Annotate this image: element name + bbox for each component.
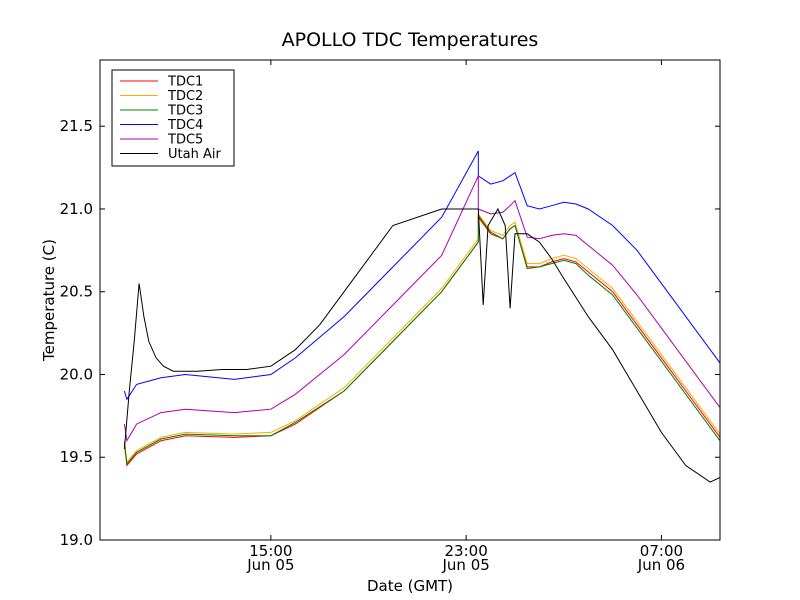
y-tick-label: 20.0 [60, 365, 93, 383]
series-line-tdc3 [123, 214, 720, 466]
series-line-tdc4 [123, 150, 720, 401]
x-tick-label-time: 07:00 [640, 542, 683, 560]
series-line-tdc2 [123, 212, 720, 464]
legend-label: TDC5 [167, 133, 203, 148]
series-layer [123, 150, 720, 483]
y-tick-label: 19.5 [60, 448, 93, 466]
x-tick-label-date: Jun 06 [637, 556, 685, 574]
series-line-tdc5 [123, 175, 720, 443]
y-tick-label: 21.5 [60, 117, 93, 135]
x-tick-label-time: 15:00 [249, 542, 292, 560]
y-tick-label: 21.0 [60, 200, 93, 218]
legend-label: TDC2 [167, 89, 203, 104]
legend-label: TDC4 [167, 118, 203, 133]
x-axis-label: Date (GMT) [367, 577, 453, 595]
legend-box [111, 69, 235, 167]
y-tick-label: 20.5 [60, 283, 93, 301]
x-tick-label-date: Jun 05 [246, 556, 294, 574]
x-tick-label-time: 23:00 [445, 542, 488, 560]
x-tick-label-date: Jun 05 [441, 556, 489, 574]
legend-label: Utah Air [168, 147, 221, 162]
legend-label: TDC1 [167, 75, 203, 90]
series-line-utah-air [123, 207, 720, 483]
y-axis-label: Temperature (C) [40, 239, 58, 362]
plot-frame [99, 59, 721, 541]
legend-label: TDC3 [167, 104, 203, 119]
y-tick-label: 19.0 [60, 531, 93, 549]
chart-title: APOLLO TDC Temperatures [282, 29, 539, 51]
